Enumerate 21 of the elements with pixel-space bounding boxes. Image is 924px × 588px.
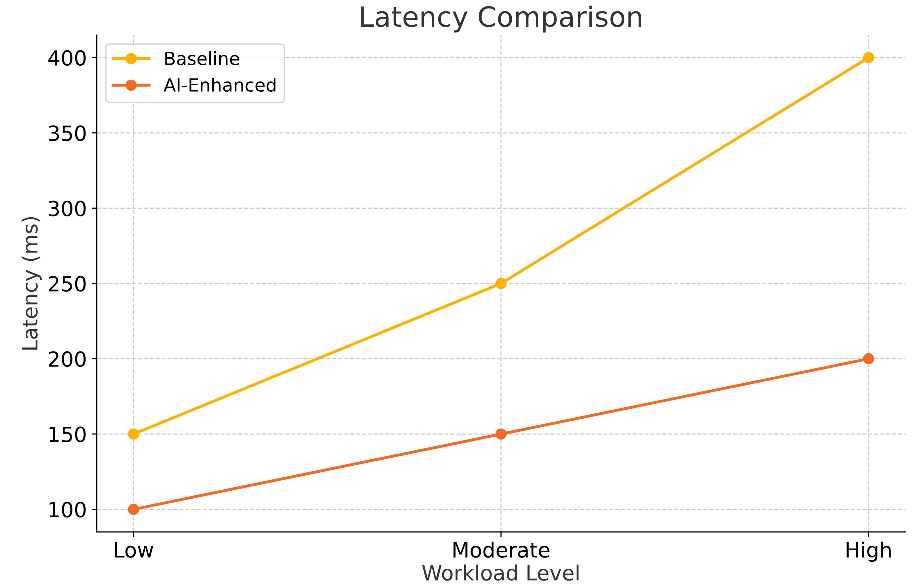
y-tick-label: 350 (49, 126, 86, 142)
point (863, 52, 874, 64)
x-axis-title: Workload Level (422, 564, 579, 581)
point (496, 428, 507, 440)
y-tick-label: 300 (49, 200, 86, 217)
x-tick-label: High (846, 542, 891, 562)
y-tick-label: 400 (48, 50, 86, 66)
chart-title: Latency Comparison (362, 6, 642, 33)
y-tick-label: 150 (50, 426, 86, 442)
x-tick-label: Low (115, 542, 154, 558)
y-tick-label: 100 (50, 502, 86, 518)
legend-label: AI-Enhanced (164, 78, 276, 92)
x-tick-label: Moderate (454, 542, 550, 558)
legend-label: Baseline (166, 52, 240, 66)
y-tick-label: 250 (49, 276, 86, 292)
y-axis-title: Latency (ms) (22, 217, 42, 350)
point (128, 504, 140, 516)
y-tick-label: 200 (49, 351, 86, 368)
point (863, 353, 874, 365)
point (128, 428, 140, 440)
point (496, 278, 507, 290)
